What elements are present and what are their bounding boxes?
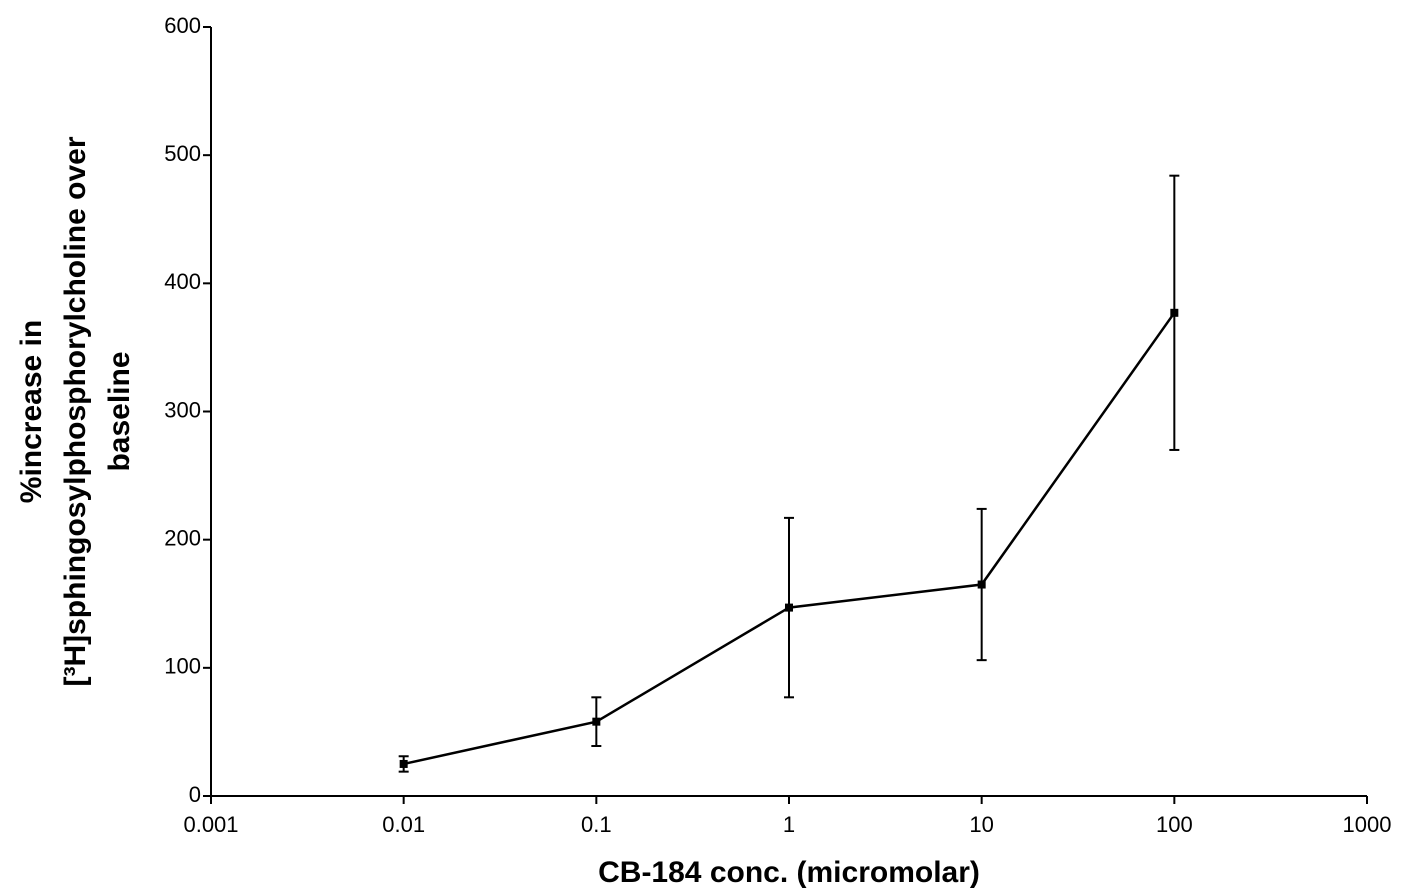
data-point bbox=[1170, 308, 1179, 317]
data-point bbox=[785, 603, 793, 612]
x-axis-title: CB-184 conc. (micromolar) bbox=[598, 856, 980, 889]
data-point bbox=[592, 717, 601, 726]
x-tick-label: 1000 bbox=[1343, 812, 1392, 837]
y-tick-label: 100 bbox=[164, 654, 201, 679]
y-tick-label: 300 bbox=[164, 397, 201, 422]
y-tick-label: 200 bbox=[164, 525, 201, 550]
data-point bbox=[977, 580, 986, 589]
y-axis-title: baseline bbox=[103, 351, 136, 471]
data-point bbox=[399, 759, 408, 768]
y-axis-title: %increase in bbox=[15, 320, 48, 503]
y-tick-label: 0 bbox=[189, 782, 201, 807]
x-tick-label: 0.1 bbox=[581, 812, 612, 837]
x-tick-label: 0.01 bbox=[382, 812, 425, 837]
x-tick-label: 0.001 bbox=[183, 812, 238, 837]
x-tick-label: 100 bbox=[1156, 812, 1193, 837]
y-tick-label: 400 bbox=[164, 269, 201, 294]
y-axis-title: [³H]sphingosylphosphorylcholine over bbox=[59, 136, 92, 686]
y-tick-label: 600 bbox=[164, 13, 201, 38]
x-tick-label: 1 bbox=[783, 812, 795, 837]
y-tick-label: 500 bbox=[164, 141, 201, 166]
x-tick-label: 10 bbox=[969, 812, 993, 837]
